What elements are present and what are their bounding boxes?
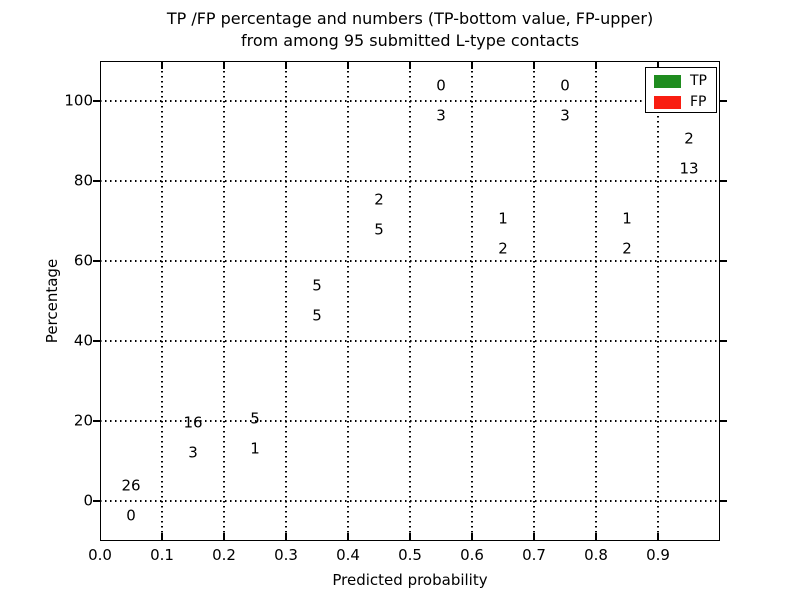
x-tick-label: 0.1 — [150, 546, 174, 564]
x-tick-top — [533, 62, 535, 69]
legend-label: TP — [690, 73, 707, 89]
x-tick-top — [161, 62, 163, 69]
v-gridline — [409, 61, 411, 541]
y-tick-left — [93, 500, 100, 502]
x-tick-top — [595, 62, 597, 69]
y-tick-left — [93, 180, 100, 182]
fp-count-label: 5 — [250, 409, 260, 428]
fp-count-label: 5 — [312, 276, 322, 295]
y-tick-left — [93, 420, 100, 422]
x-axis-label: Predicted probability — [332, 571, 488, 589]
y-tick-left — [93, 100, 100, 102]
x-tick-top — [223, 62, 225, 69]
x-tick-label: 0.6 — [460, 546, 484, 564]
x-tick-label: 0.4 — [336, 546, 360, 564]
fp-count-label: 16 — [183, 413, 203, 432]
v-gridline — [595, 61, 597, 541]
tp-count-label: 0 — [126, 506, 136, 525]
fp-count-label: 0 — [560, 76, 570, 95]
y-tick-left — [93, 260, 100, 262]
x-tick-top — [409, 62, 411, 69]
tp-count-label: 3 — [188, 443, 198, 462]
x-tick-bottom — [595, 533, 597, 540]
x-tick-label: 0.9 — [646, 546, 670, 564]
x-tick-bottom — [657, 533, 659, 540]
y-tick-right — [720, 260, 727, 262]
tp-count-label: 3 — [436, 106, 446, 125]
v-gridline — [285, 61, 287, 541]
y-tick-label: 20 — [73, 411, 93, 430]
v-gridline — [471, 61, 473, 541]
y-tick-right — [720, 340, 727, 342]
y-tick-right — [720, 100, 727, 102]
x-tick-bottom — [223, 533, 225, 540]
x-tick-top — [657, 62, 659, 69]
y-tick-left — [93, 340, 100, 342]
x-tick-label: 0.2 — [212, 546, 236, 564]
x-tick-top — [285, 62, 287, 69]
x-tick-bottom — [161, 533, 163, 540]
fp-count-label: 2 — [684, 129, 694, 148]
x-tick-bottom — [409, 533, 411, 540]
x-tick-bottom — [285, 533, 287, 540]
y-tick-label: 100 — [64, 91, 93, 110]
x-tick-label: 0.7 — [522, 546, 546, 564]
v-gridline — [223, 61, 225, 541]
fp-count-label: 1 — [622, 209, 632, 228]
legend-label: FP — [690, 94, 707, 110]
y-tick-label: 60 — [73, 251, 93, 270]
y-tick-right — [720, 180, 727, 182]
v-gridline — [533, 61, 535, 541]
x-tick-label: 0.0 — [88, 546, 112, 564]
fp-count-label: 26 — [121, 476, 141, 495]
x-tick-bottom — [471, 533, 473, 540]
tp-count-label: 5 — [374, 220, 384, 239]
fp-count-label: 0 — [436, 76, 446, 95]
tp-count-label: 13 — [679, 159, 699, 178]
chart-title-line2: from among 95 submitted L-type contacts — [240, 31, 580, 50]
legend-row: FP — [646, 94, 716, 110]
y-tick-right — [720, 420, 727, 422]
tp-count-label: 2 — [622, 239, 632, 258]
y-tick-label: 0 — [83, 491, 93, 510]
y-tick-right — [720, 500, 727, 502]
v-gridline — [657, 61, 659, 541]
fp-count-label: 2 — [374, 190, 384, 209]
x-tick-label: 0.5 — [398, 546, 422, 564]
y-tick-label: 40 — [73, 331, 93, 350]
x-tick-top — [347, 62, 349, 69]
x-tick-bottom — [347, 533, 349, 540]
v-gridline — [347, 61, 349, 541]
x-tick-label: 0.3 — [274, 546, 298, 564]
tp-count-label: 3 — [560, 106, 570, 125]
x-tick-top — [471, 62, 473, 69]
legend: TP FP — [645, 67, 717, 113]
chart-title-line1: TP /FP percentage and numbers (TP-bottom… — [166, 9, 654, 28]
legend-swatch-tp — [654, 75, 681, 88]
v-gridline — [161, 61, 163, 541]
y-axis-label: Percentage — [43, 258, 61, 344]
legend-swatch-fp — [654, 96, 681, 109]
tp-count-label: 5 — [312, 306, 322, 325]
tp-count-label: 1 — [250, 439, 260, 458]
fp-count-label: 1 — [498, 209, 508, 228]
x-tick-bottom — [533, 533, 535, 540]
legend-row: TP — [646, 73, 716, 89]
x-tick-label: 0.8 — [584, 546, 608, 564]
tp-count-label: 2 — [498, 239, 508, 258]
y-tick-label: 80 — [73, 171, 93, 190]
